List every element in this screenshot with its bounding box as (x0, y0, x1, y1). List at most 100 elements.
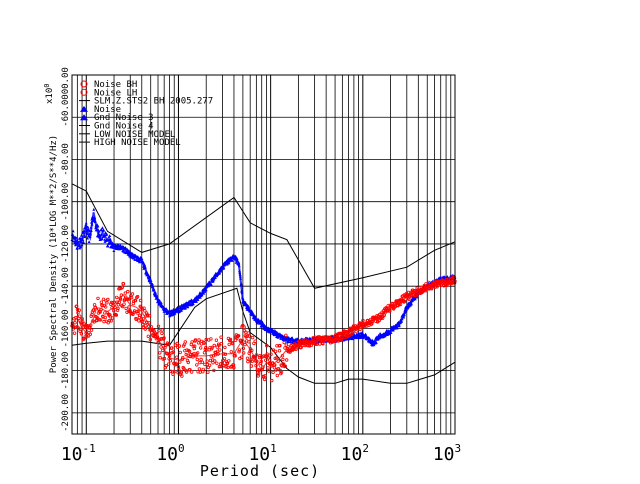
noise-marker (106, 244, 110, 248)
legend-item: Gnd Noise 4 (79, 122, 154, 132)
noise-bh-marker (205, 359, 209, 363)
noise-marker (87, 240, 91, 243)
legend-item: Gnd Noise 3 (80, 113, 154, 123)
noise-marker (364, 332, 368, 336)
x-tick-label: 103 (433, 442, 461, 465)
noise-bh-marker (82, 322, 87, 326)
noise-bh-marker (212, 343, 216, 348)
noise-bh-marker (137, 319, 141, 323)
noise-bh-marker (96, 296, 100, 301)
noise-bh-marker (115, 308, 120, 312)
noise-bh-marker (285, 358, 289, 362)
noise-bh-marker (237, 350, 241, 354)
noise-marker (259, 319, 263, 323)
legend-label: Gnd Noise 4 (94, 122, 154, 132)
y-multiplier: x100 (43, 84, 55, 104)
noise-marker (389, 331, 393, 334)
noise-bh-marker (249, 364, 254, 368)
noise-bh-marker (222, 357, 227, 361)
noise-bh-marker (105, 301, 109, 305)
noise-bh-marker (78, 329, 82, 333)
noise-marker (180, 307, 184, 311)
noise-bh-marker (106, 297, 110, 302)
noise-marker (119, 243, 123, 247)
noise-bh-marker (278, 343, 282, 348)
noise-bh-marker (207, 363, 212, 367)
noise-bh-marker (241, 351, 246, 355)
noise-bh-marker (175, 341, 179, 346)
noise-bh-marker (219, 341, 224, 346)
noise-bh-marker (108, 313, 112, 317)
noise-marker (108, 234, 112, 237)
noise-bh-marker (74, 304, 79, 308)
noise-bh-marker (214, 338, 219, 342)
noise-bh-marker (259, 359, 263, 364)
y-tick-labels: -80.00 -100.00 -120.00 -140.00 -160.00 -180.0… (61, 143, 71, 432)
noise-bh-marker (187, 349, 192, 354)
noise-bh-marker (136, 309, 141, 313)
noise-marker (234, 260, 238, 264)
noise-marker (112, 249, 116, 252)
noise-marker (84, 224, 88, 227)
noise-bh-marker (123, 291, 127, 295)
noise-marker (391, 328, 395, 332)
noise-bh-marker (275, 373, 279, 378)
noise-bh-marker (361, 318, 365, 323)
legend-triangle-marker (80, 105, 88, 112)
noise-bh-marker (162, 336, 166, 340)
noise-bh-marker (140, 307, 144, 311)
noise-bh-marker (195, 363, 199, 367)
legend-label: Gnd Noise 3 (94, 113, 154, 123)
noise-bh-marker (218, 362, 223, 366)
noise-bh-marker (242, 325, 246, 329)
noise-bh-marker (124, 306, 128, 311)
noise-bh-marker (250, 359, 254, 363)
noise-bh-marker (330, 334, 334, 339)
noise-bh-marker (199, 357, 203, 362)
noise-bh-marker (85, 335, 89, 339)
noise-bh-marker (211, 361, 215, 365)
noise-bh-marker (176, 365, 181, 369)
legend-circle-marker (80, 88, 88, 96)
noise-bh-marker (228, 337, 233, 342)
noise-bh-marker (178, 350, 182, 355)
noise-bh-marker (137, 313, 142, 317)
legend-label: SLM.Z.STS2 BH 2005.277 (94, 97, 213, 107)
noise-bh-marker (160, 331, 164, 336)
noise-bh-marker (101, 297, 106, 301)
series-high-noise-model (71, 183, 456, 289)
noise-bh-marker (276, 367, 281, 371)
noise-marker (131, 252, 135, 255)
noise-bh-marker (129, 294, 133, 298)
noise-bh-marker (185, 348, 189, 352)
noise-marker (413, 297, 417, 301)
noise-bh-marker (156, 324, 161, 328)
noise-bh-marker (245, 356, 250, 360)
noise-bh-marker (77, 314, 82, 318)
y-tick-label: -100.00 (61, 183, 71, 221)
noise-bh-marker (265, 352, 269, 356)
noise-bh-marker (286, 345, 290, 349)
noise-bh-marker (215, 361, 219, 365)
noise-bh-marker (282, 340, 286, 345)
noise-bh-marker (177, 368, 181, 372)
noise-bh-marker (347, 333, 351, 338)
noise-bh-marker (270, 378, 274, 383)
noise-marker (84, 221, 88, 225)
noise-bh-marker (273, 349, 278, 354)
noise-bh-marker (184, 352, 188, 357)
noise-bh-marker (283, 364, 288, 368)
noise-marker (198, 296, 202, 299)
noise-bh-marker (120, 285, 124, 290)
noise-bh-marker (223, 345, 227, 350)
noise-bh-marker (158, 351, 162, 355)
noise-bh-marker (178, 360, 182, 364)
noise-marker (191, 302, 195, 305)
noise-bh-marker (171, 372, 175, 376)
noise-bh-marker (226, 365, 230, 370)
y-tick-label: -80.00 (61, 143, 71, 176)
noise-bh-marker (206, 370, 210, 374)
noise-bh-marker (182, 367, 186, 371)
noise-bh-marker (183, 340, 187, 344)
noise-bh-marker (227, 359, 231, 363)
